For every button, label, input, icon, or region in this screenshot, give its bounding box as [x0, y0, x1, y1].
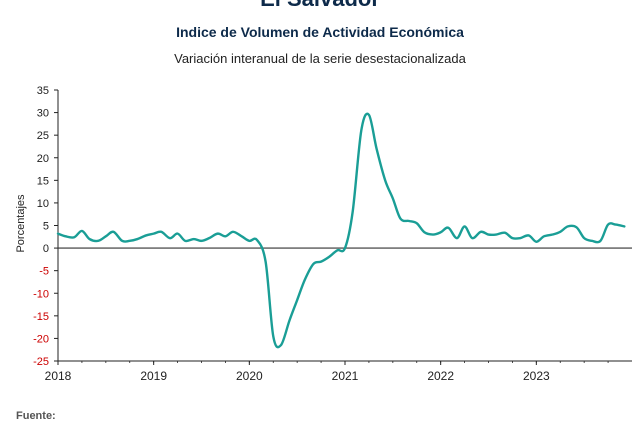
y-tick-label: -15	[33, 311, 49, 323]
y-tick-label: -10	[33, 288, 49, 300]
y-tick-label: -25	[33, 356, 49, 368]
y-tick-label: 10	[37, 198, 49, 210]
x-tick-label: 2023	[523, 369, 550, 383]
x-tick-label: 2021	[332, 369, 359, 383]
x-tick-label: 2022	[427, 369, 454, 383]
y-tick-label: 20	[37, 153, 49, 165]
y-tick-label: 15	[37, 175, 49, 187]
y-tick-label: 0	[43, 243, 49, 255]
chart-title: El Salvador	[0, 0, 640, 10]
y-tick-label: 5	[43, 221, 49, 233]
y-tick-label: -5	[39, 266, 49, 278]
y-axis-label: Porcentajes	[15, 194, 27, 253]
x-tick-label: 2019	[140, 369, 167, 383]
y-tick-label: 25	[37, 130, 49, 142]
chart-description: Variación interanual de la serie desesta…	[174, 51, 466, 66]
series-line	[56, 112, 626, 349]
x-tick-label: 2020	[236, 369, 263, 383]
y-tick-label: 35	[37, 85, 49, 97]
x-tick-label: 2018	[45, 369, 72, 383]
y-tick-label: 30	[37, 108, 49, 120]
source-label: Fuente:	[16, 410, 56, 422]
y-tick-label: -20	[33, 333, 49, 345]
chart-subtitle: Indice de Volumen de Actividad Económica	[176, 24, 464, 40]
